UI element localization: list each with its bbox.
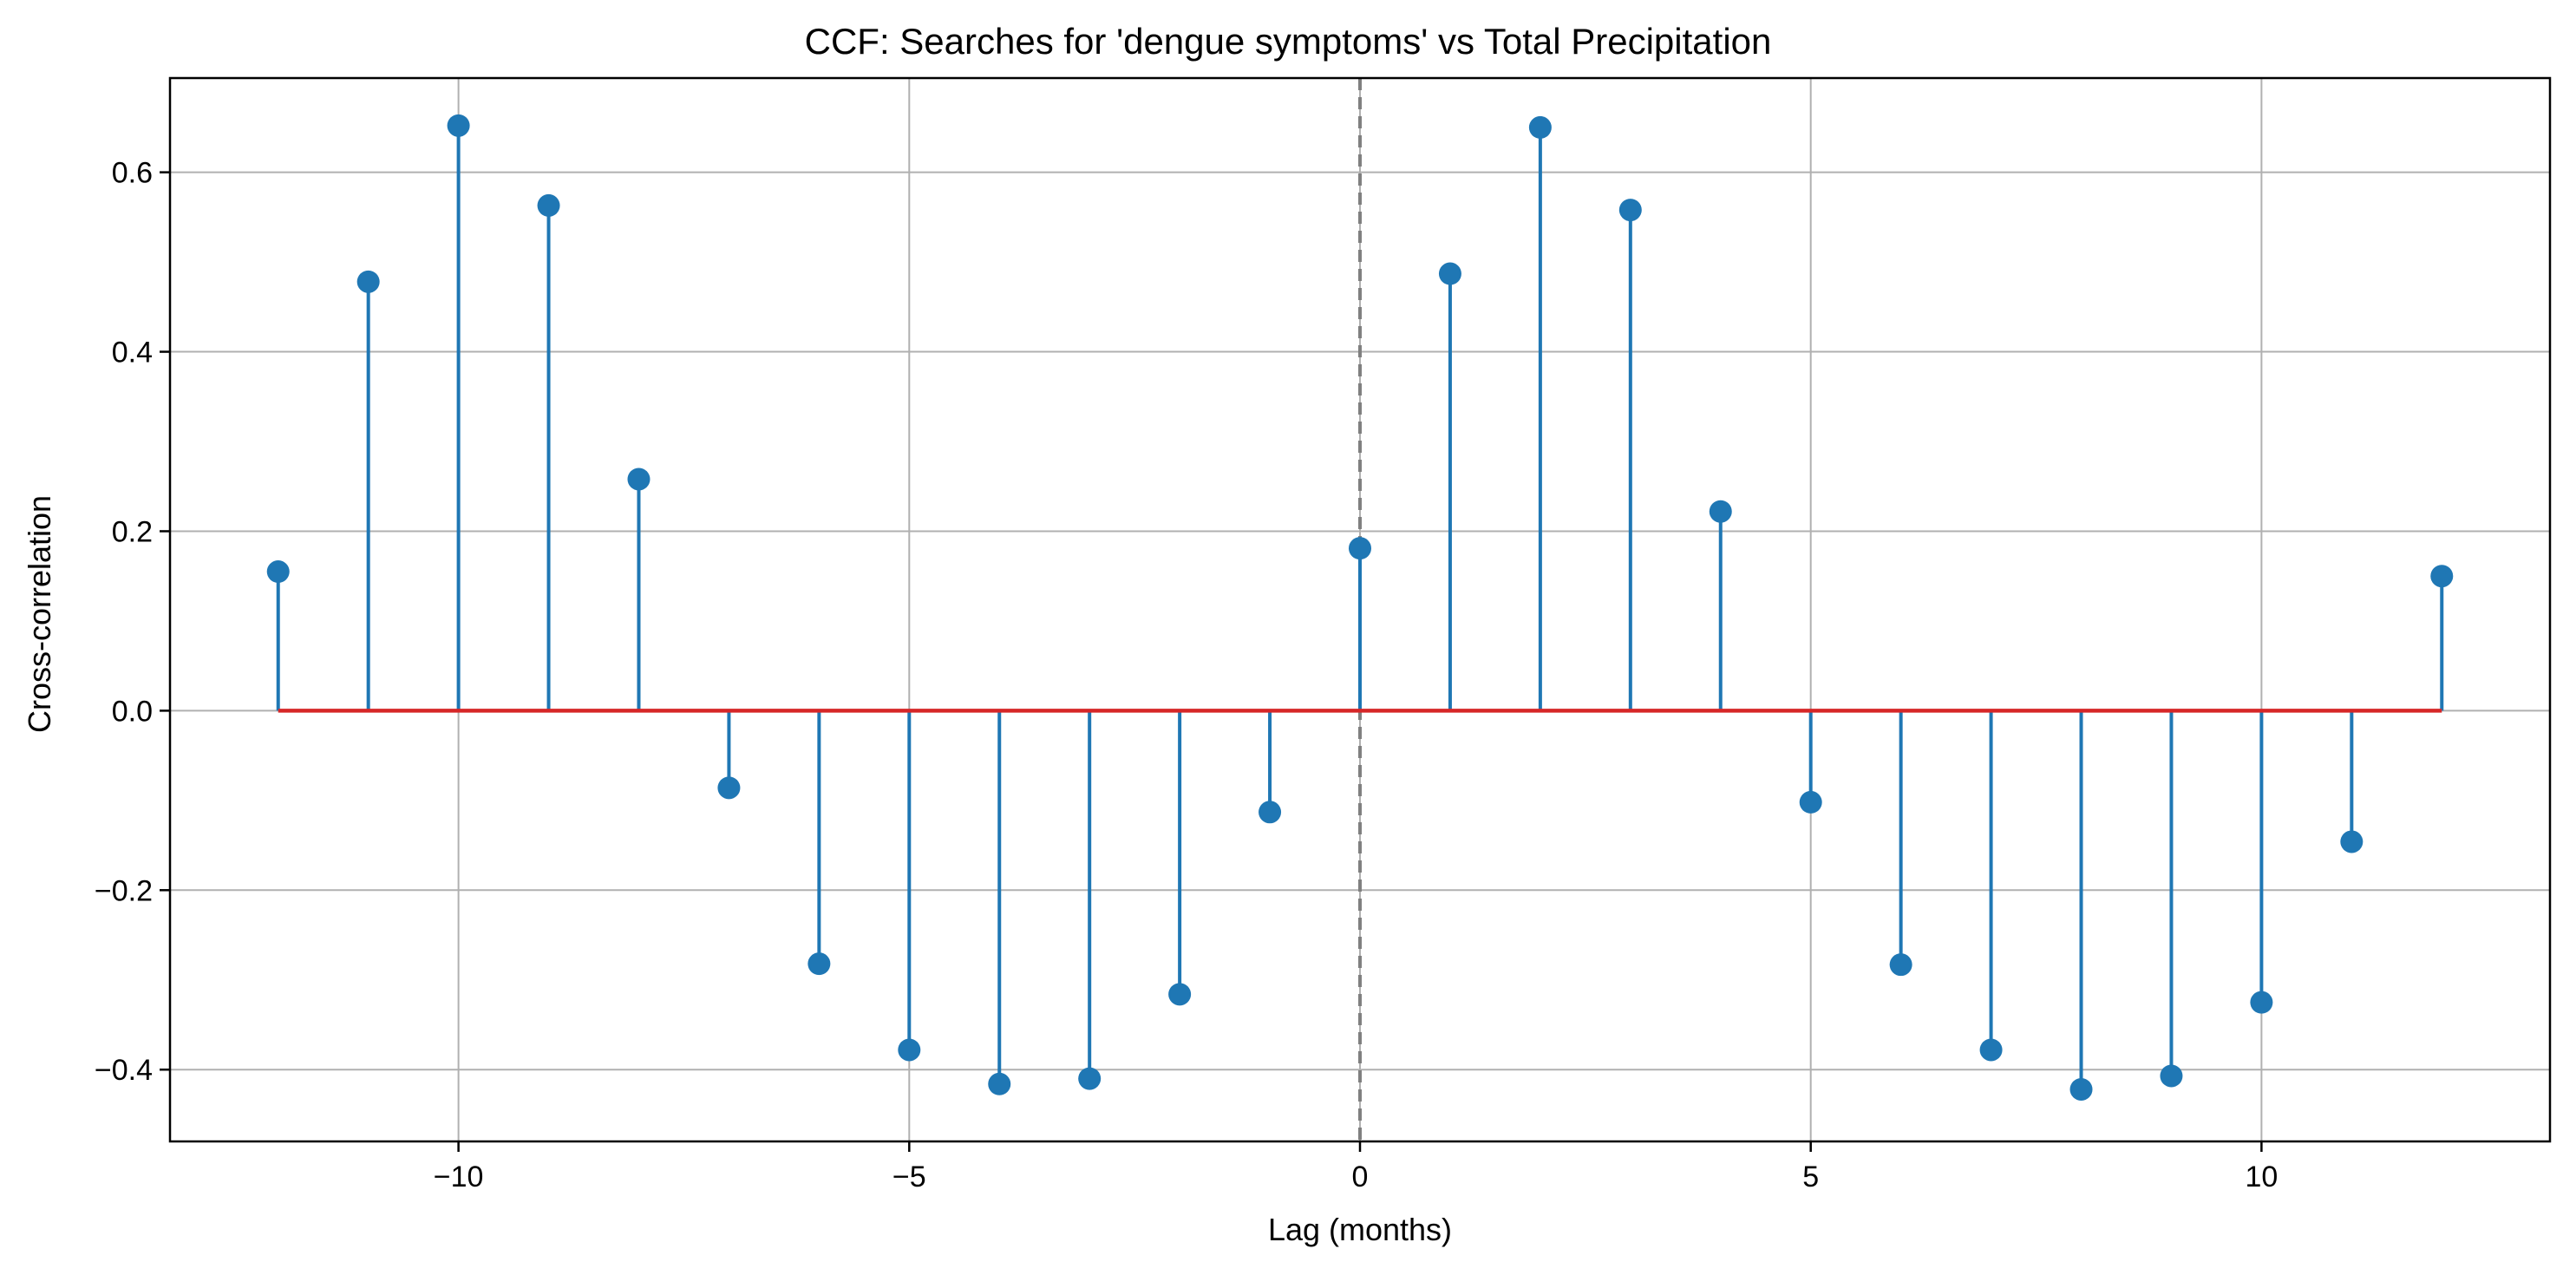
stem-marker xyxy=(2069,1077,2093,1101)
stem-marker xyxy=(1259,801,1282,824)
ticks-layer: −10 −5 0 5 10 −0.4 −0.2 0.0 0.2 0.4 0.6 xyxy=(95,157,2278,1193)
y-tick-label: 0.4 xyxy=(112,337,153,369)
stem-marker xyxy=(1168,983,1192,1006)
y-tick-label: 0.6 xyxy=(112,157,153,190)
stem-marker xyxy=(356,270,380,293)
stem-marker xyxy=(1528,115,1552,139)
x-tick-label: −10 xyxy=(434,1161,484,1193)
stem-marker xyxy=(1438,262,1461,285)
x-axis-label: Lag (months) xyxy=(1268,1212,1452,1247)
stem-marker xyxy=(266,560,290,584)
stem-marker xyxy=(1078,1067,1102,1090)
stem-marker xyxy=(1979,1038,2003,1062)
stem-marker xyxy=(1349,537,1371,560)
stem-marker xyxy=(1618,199,1642,222)
stems-layer xyxy=(276,125,2444,1089)
x-tick-label: −5 xyxy=(892,1161,926,1193)
stem-marker xyxy=(988,1072,1011,1095)
y-tick-label: 0.0 xyxy=(112,695,153,728)
stem-marker xyxy=(898,1038,921,1062)
stem-marker xyxy=(717,776,741,800)
stem-marker xyxy=(537,193,560,217)
stem-marker xyxy=(2430,565,2454,588)
y-tick-label: −0.4 xyxy=(95,1054,153,1087)
stem-marker xyxy=(807,952,831,976)
markers-layer xyxy=(266,114,2454,1101)
stem-marker xyxy=(627,468,651,491)
stem-marker xyxy=(447,114,470,137)
y-tick-label: 0.2 xyxy=(112,515,153,548)
stem-marker xyxy=(1799,790,1822,814)
x-tick-label: 0 xyxy=(1352,1161,1369,1193)
chart-title: CCF: Searches for 'dengue symptoms' vs T… xyxy=(805,21,1772,62)
stem-marker xyxy=(2160,1064,2183,1088)
x-tick-label: 10 xyxy=(2245,1161,2278,1193)
y-axis-label: Cross-correlation xyxy=(22,495,57,733)
y-tick-label: −0.2 xyxy=(95,874,153,907)
stem-marker xyxy=(1709,500,1732,523)
stem-marker xyxy=(1889,953,1912,977)
x-tick-label: 5 xyxy=(1802,1161,1819,1193)
stem-marker xyxy=(2250,991,2273,1014)
stem-marker xyxy=(2340,830,2364,853)
